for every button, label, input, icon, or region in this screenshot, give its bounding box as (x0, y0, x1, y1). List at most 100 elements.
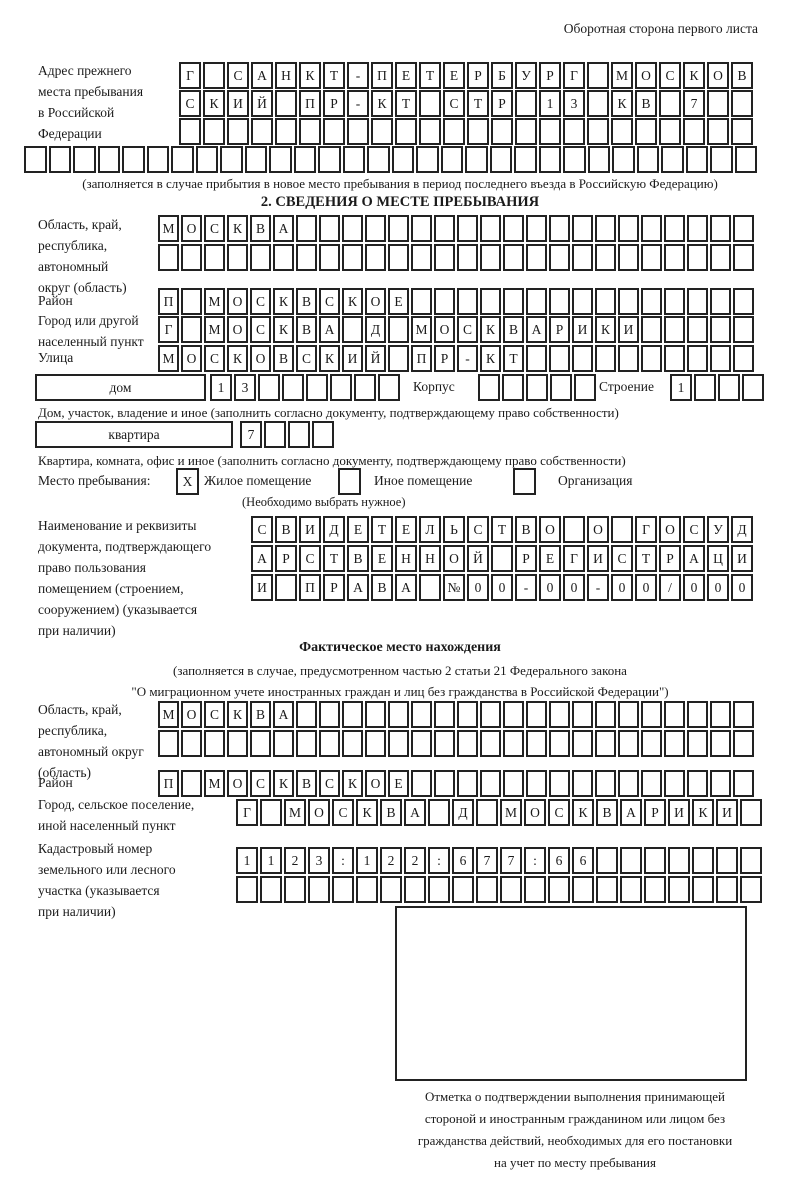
grid-cell[interactable] (641, 244, 662, 271)
grid-cell[interactable]: Е (395, 62, 417, 89)
grid-cell[interactable] (503, 730, 524, 757)
grid-cell[interactable] (404, 876, 426, 903)
grid-cell[interactable] (664, 730, 685, 757)
grid-cell[interactable]: 3 (563, 90, 585, 117)
grid-cell[interactable] (549, 770, 570, 797)
grid-cell[interactable] (411, 215, 432, 242)
grid-cell[interactable] (467, 118, 489, 145)
grid-cell[interactable] (227, 118, 249, 145)
grid-cell[interactable]: К (273, 770, 294, 797)
grid-cell[interactable] (687, 770, 708, 797)
grid-cell[interactable] (503, 288, 524, 315)
grid-cell[interactable] (526, 374, 548, 401)
grid-cell[interactable] (282, 374, 304, 401)
grid-cell[interactable]: О (308, 799, 330, 826)
grid-cell[interactable] (742, 374, 764, 401)
grid-cell[interactable]: Р (644, 799, 666, 826)
grid-cell[interactable] (244, 146, 267, 173)
grid-cell[interactable] (548, 876, 570, 903)
grid-cell[interactable]: Д (365, 316, 386, 343)
grid-cell[interactable]: А (395, 574, 417, 601)
grid-cell[interactable] (264, 421, 286, 448)
grid-cell[interactable]: М (158, 701, 179, 728)
grid-cell[interactable] (587, 146, 610, 173)
grid-cell[interactable]: И (342, 345, 363, 372)
grid-cell[interactable] (122, 146, 145, 173)
grid-cell[interactable] (731, 90, 753, 117)
grid-cell[interactable]: П (158, 770, 179, 797)
grid-cell[interactable]: А (620, 799, 642, 826)
grid-cell[interactable] (443, 118, 465, 145)
grid-cell[interactable] (618, 288, 639, 315)
grid-cell[interactable] (203, 62, 225, 89)
grid-cell[interactable] (618, 770, 639, 797)
grid-cell[interactable]: К (480, 316, 501, 343)
grid-cell[interactable] (668, 847, 690, 874)
grid-cell[interactable] (549, 730, 570, 757)
grid-cell[interactable] (236, 876, 258, 903)
grid-cell[interactable]: 0 (611, 574, 633, 601)
grid-cell[interactable] (716, 876, 738, 903)
grid-cell[interactable] (687, 244, 708, 271)
grid-cell[interactable]: К (611, 90, 633, 117)
grid-cell[interactable] (434, 730, 455, 757)
grid-cell[interactable] (388, 244, 409, 271)
grid-cell[interactable]: О (707, 62, 729, 89)
grid-cell[interactable]: К (273, 288, 294, 315)
grid-cell[interactable]: 1 (210, 374, 232, 401)
grid-cell[interactable] (275, 90, 297, 117)
grid-cell[interactable] (428, 876, 450, 903)
grid-cell[interactable]: Т (467, 90, 489, 117)
grid-cell[interactable] (587, 118, 609, 145)
grid-cell[interactable] (716, 847, 738, 874)
grid-cell[interactable] (641, 316, 662, 343)
grid-cell[interactable] (250, 730, 271, 757)
grid-cell[interactable]: : (332, 847, 354, 874)
grid-cell[interactable] (710, 288, 731, 315)
grid-cell[interactable]: М (204, 316, 225, 343)
grid-cell[interactable] (318, 146, 341, 173)
grid-cell[interactable] (319, 244, 340, 271)
grid-cell[interactable]: Д (452, 799, 474, 826)
grid-cell[interactable] (480, 701, 501, 728)
grid-cell[interactable]: 7 (476, 847, 498, 874)
grid-cell[interactable]: С (299, 545, 321, 572)
grid-cell[interactable]: Е (539, 545, 561, 572)
grid-cell[interactable] (476, 876, 498, 903)
grid-cell[interactable] (411, 730, 432, 757)
grid-cell[interactable] (365, 701, 386, 728)
checkbox-zhiloe[interactable]: X (176, 468, 199, 495)
grid-cell[interactable] (500, 876, 522, 903)
grid-cell[interactable]: А (526, 316, 547, 343)
grid-cell[interactable] (480, 770, 501, 797)
grid-cell[interactable] (388, 701, 409, 728)
grid-cell[interactable] (664, 345, 685, 372)
grid-cell[interactable] (227, 244, 248, 271)
grid-cell[interactable] (636, 146, 659, 173)
grid-cell[interactable] (195, 146, 218, 173)
grid-cell[interactable]: № (443, 574, 465, 601)
grid-cell[interactable] (181, 244, 202, 271)
grid-cell[interactable]: Н (419, 545, 441, 572)
grid-cell[interactable] (371, 118, 393, 145)
grid-cell[interactable] (502, 374, 524, 401)
grid-cell[interactable] (595, 770, 616, 797)
grid-cell[interactable]: Г (563, 62, 585, 89)
grid-cell[interactable]: В (250, 701, 271, 728)
grid-cell[interactable]: 0 (539, 574, 561, 601)
grid-cell[interactable]: 3 (234, 374, 256, 401)
grid-cell[interactable]: Р (467, 62, 489, 89)
grid-cell[interactable]: 1 (356, 847, 378, 874)
grid-cell[interactable] (452, 876, 474, 903)
grid-cell[interactable] (596, 876, 618, 903)
grid-cell[interactable] (549, 288, 570, 315)
grid-cell[interactable] (659, 90, 681, 117)
grid-cell[interactable] (275, 574, 297, 601)
grid-cell[interactable] (549, 701, 570, 728)
grid-cell[interactable]: О (181, 345, 202, 372)
grid-cell[interactable]: : (524, 847, 546, 874)
grid-cell[interactable] (526, 215, 547, 242)
grid-cell[interactable]: А (683, 545, 705, 572)
grid-cell[interactable] (365, 244, 386, 271)
grid-cell[interactable]: С (332, 799, 354, 826)
